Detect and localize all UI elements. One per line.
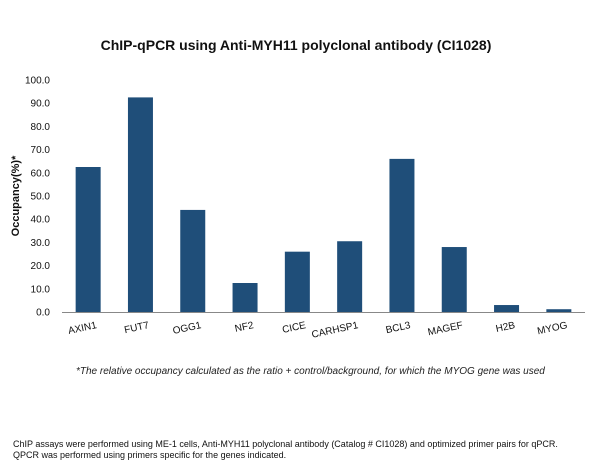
y-axis-ticks: 0.0 10.0 20.0 30.0 40.0 50.0 60.0 70.0 80.0 90.0 1… bbox=[25, 76, 50, 319]
x-tick-label: MYOG bbox=[536, 320, 568, 337]
bar-carhsp1 bbox=[337, 241, 363, 312]
y-tick-label: 80.0 bbox=[31, 122, 51, 133]
bar-h2b bbox=[494, 305, 520, 312]
y-tick-label: 70.0 bbox=[31, 145, 51, 156]
x-tick-label: MAGEF bbox=[427, 320, 464, 338]
footnote: *The relative occupancy calculated as th… bbox=[76, 366, 545, 377]
y-tick-label: 100.0 bbox=[25, 76, 50, 87]
chart-title: ChIP-qPCR using Anti-MYH11 polyclonal an… bbox=[101, 37, 492, 53]
y-tick-label: 60.0 bbox=[31, 168, 51, 179]
x-tick-label: H2B bbox=[495, 320, 517, 335]
x-tick-label: FUT7 bbox=[123, 320, 150, 336]
y-axis-label: Occupancy(%)* bbox=[10, 155, 22, 236]
bar-axin1 bbox=[75, 167, 101, 312]
bar-cice bbox=[284, 251, 310, 312]
bar-nf2 bbox=[232, 283, 258, 312]
bar-ogg1 bbox=[180, 209, 206, 312]
y-tick-label: 30.0 bbox=[31, 238, 51, 249]
caption: ChIP assays were performed using ME-1 ce… bbox=[13, 439, 558, 460]
x-tick-label: BCL3 bbox=[385, 320, 412, 336]
y-tick-label: 10.0 bbox=[31, 284, 51, 295]
bar-bcl3 bbox=[389, 158, 415, 312]
x-tick-label: AXIN1 bbox=[67, 320, 98, 337]
x-tick-label: CARHSP1 bbox=[311, 320, 360, 341]
x-tick-label: NF2 bbox=[234, 320, 255, 335]
y-tick-label: 20.0 bbox=[31, 261, 51, 272]
y-tick-label: 0.0 bbox=[36, 308, 50, 319]
y-tick-label: 50.0 bbox=[31, 192, 51, 203]
bar-fut7 bbox=[127, 97, 153, 313]
bars-group bbox=[75, 97, 572, 313]
bar-magef bbox=[441, 247, 467, 312]
x-tick-label: CICE bbox=[281, 320, 307, 336]
bar-myog bbox=[546, 309, 572, 312]
y-tick-label: 90.0 bbox=[31, 99, 51, 110]
x-tick-label: OGG1 bbox=[172, 320, 203, 337]
y-tick-label: 40.0 bbox=[31, 215, 51, 226]
x-axis-ticks: AXIN1 FUT7 OGG1 NF2 CICE CARHSP1 BCL3 MAGEF H2B M… bbox=[67, 320, 568, 341]
